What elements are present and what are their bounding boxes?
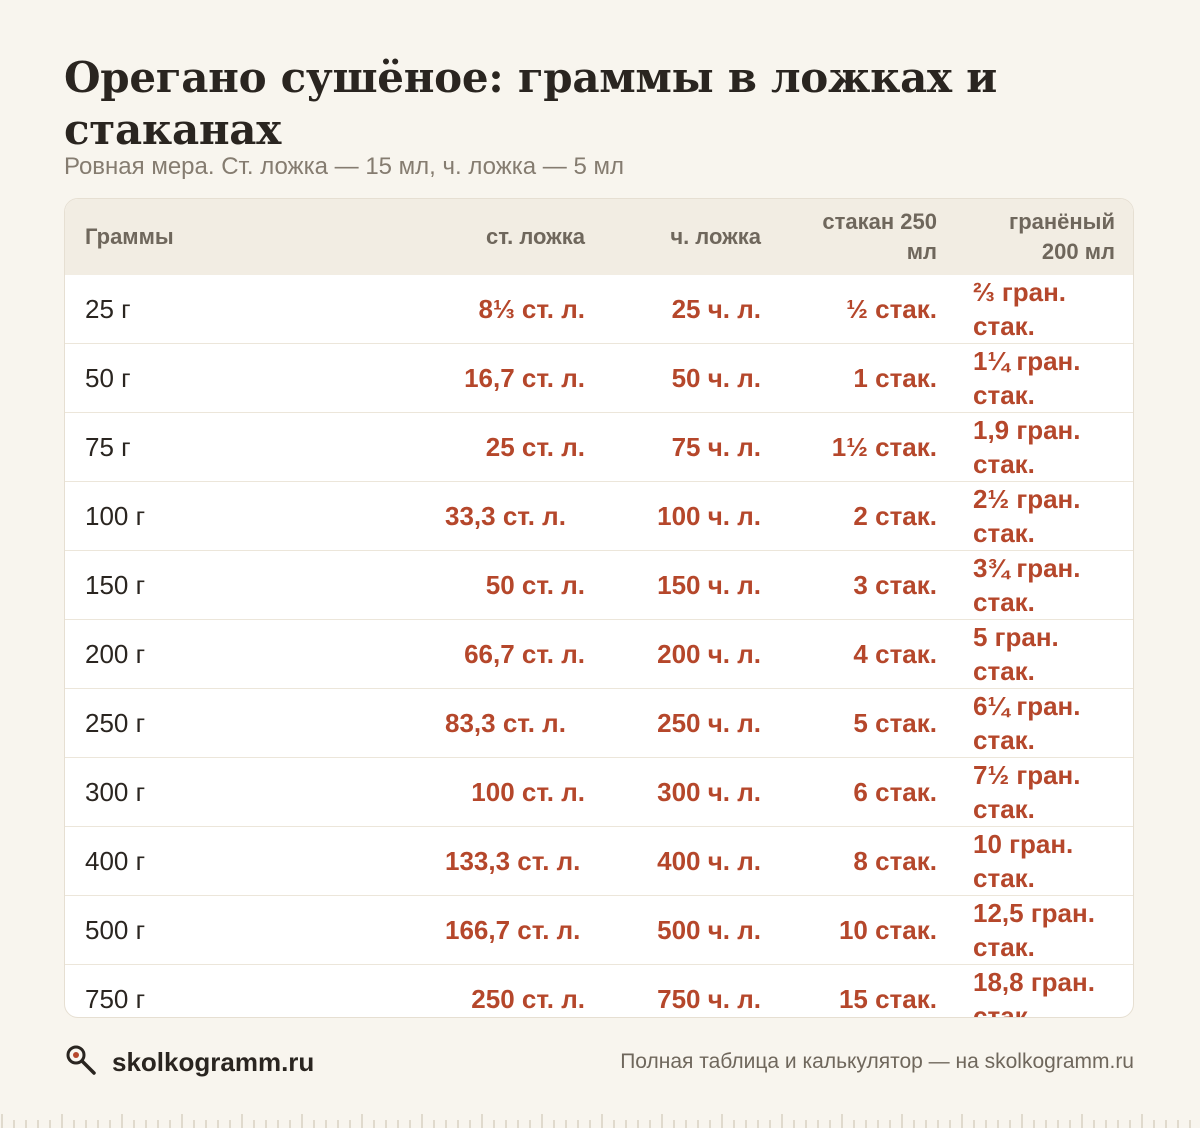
- header-tablespoon: ст. ложка: [486, 224, 585, 249]
- cup-250-cell: 15 стак.: [781, 964, 957, 1017]
- tablespoon-cell: 166,7 ст. л.: [425, 895, 605, 965]
- brand-name: skolkogramm.ru: [112, 1046, 315, 1077]
- table-row: 50 г 16,7 ст. л. 50 ч. л. 1 стак. 1¼ гран. с…: [65, 343, 1133, 413]
- cup-250-cell: 3 стак.: [781, 550, 957, 620]
- header-cup-250: стакан 250 мл: [822, 209, 937, 264]
- faceted-glass-cell: ⅔ гран. стак.: [973, 277, 1067, 341]
- table-row: 200 г 66,7 ст. л. 200 ч. л. 4 стак. 5 гран. …: [65, 619, 1133, 689]
- table-row: 100 г 33,3 ст. л. 100 ч. л. 2 стак. 2½ гран.…: [65, 481, 1133, 551]
- cup-250-cell: 2 стак.: [781, 481, 957, 551]
- table-row: 300 г 100 ст. л. 300 ч. л. 6 стак. 7½ гран. …: [65, 757, 1133, 827]
- tablespoon-cell: 83,3 ст. л.: [425, 688, 605, 758]
- grams-cell: 250 г: [65, 688, 425, 758]
- grams-cell: 150 г: [65, 550, 425, 620]
- teaspoon-cell: 750 ч. л.: [605, 964, 781, 1017]
- grams-cell: 75 г: [65, 412, 425, 482]
- teaspoon-cell: 150 ч. л.: [605, 550, 781, 620]
- cup-250-cell: 5 стак.: [781, 688, 957, 758]
- conversion-table: Граммы ст. ложка ч. ложка стакан 250 мл …: [65, 199, 1133, 1017]
- tablespoon-cell: 133,3 ст. л.: [425, 826, 605, 896]
- faceted-glass-cell: 12,5 гран. стак.: [957, 895, 1133, 965]
- ruler-decoration: [1, 1114, 1191, 1128]
- table-row: 150 г 50 ст. л. 150 ч. л. 3 стак. 3¾ гран. с…: [65, 550, 1133, 620]
- table-row: 400 г 133,3 ст. л. 400 ч. л. 8 стак. 10 гран…: [65, 826, 1133, 896]
- tablespoon-cell: 33,3 ст. л.: [425, 481, 605, 551]
- grams-cell: 200 г: [65, 619, 425, 689]
- grams-cell: 300 г: [65, 757, 425, 827]
- cup-250-cell: 10 стак.: [781, 895, 957, 965]
- table-body: 25 г 8⅓ ст. л. 25 ч. л. ½ стак. ⅔ гран. стак…: [65, 275, 1133, 1017]
- table-row: 500 г 166,7 ст. л. 500 ч. л. 10 стак. 12,5 г…: [65, 895, 1133, 965]
- faceted-glass-cell: 10 гран. стак.: [957, 826, 1133, 896]
- grams-cell: 500 г: [65, 895, 425, 965]
- header-faceted-glass-200: гранёный 200 мл: [1009, 209, 1115, 264]
- grams-cell: 100 г: [65, 481, 425, 551]
- cup-250-cell: ½ стак.: [846, 294, 937, 324]
- teaspoon-cell: 25 ч. л.: [671, 294, 761, 324]
- teaspoon-cell: 250 ч. л.: [605, 688, 781, 758]
- faceted-glass-cell: 7½ гран. стак.: [957, 757, 1133, 827]
- magnifier-icon: [64, 1043, 98, 1082]
- teaspoon-cell: 500 ч. л.: [605, 895, 781, 965]
- faceted-glass-cell: 2½ гран. стак.: [957, 481, 1133, 551]
- tablespoon-cell: 250 ст. л.: [425, 964, 605, 1017]
- page-title: Орегано сушёное: граммы в ложках и стака…: [64, 53, 997, 154]
- grams-cell: 25 г: [85, 293, 131, 324]
- faceted-glass-cell: 18,8 гран. стак.: [957, 964, 1133, 1017]
- grams-cell: 400 г: [65, 826, 425, 896]
- tablespoon-cell: 50 ст. л.: [425, 550, 605, 620]
- table-row: 250 г 83,3 ст. л. 250 ч. л. 5 стак. 6¼ гран.…: [65, 688, 1133, 758]
- header-grams: Граммы: [85, 224, 174, 249]
- tablespoon-cell: 66,7 ст. л.: [425, 619, 605, 689]
- footer-note: Полная таблица и калькулятор — на skolko…: [620, 1050, 1134, 1073]
- header-teaspoon: ч. ложка: [670, 224, 761, 249]
- teaspoon-cell: 50 ч. л.: [605, 343, 781, 413]
- tablespoon-cell: 100 ст. л.: [425, 757, 605, 827]
- table-row: 75 г 25 ст. л. 75 ч. л. 1½ стак. 1,9 гран. с…: [65, 412, 1133, 482]
- cup-250-cell: 1½ стак.: [781, 412, 957, 482]
- footer: skolkogramm.ru Полная таблица и калькуля…: [64, 1042, 1134, 1082]
- table-row: 25 г 8⅓ ст. л. 25 ч. л. ½ стак. ⅔ гран. стак…: [65, 275, 1133, 344]
- brand[interactable]: skolkogramm.ru: [64, 1043, 314, 1082]
- teaspoon-cell: 400 ч. л.: [605, 826, 781, 896]
- cup-250-cell: 1 стак.: [781, 343, 957, 413]
- grams-cell: 750 г: [65, 964, 425, 1017]
- tablespoon-cell: 16,7 ст. л.: [425, 343, 605, 413]
- teaspoon-cell: 100 ч. л.: [605, 481, 781, 551]
- faceted-glass-cell: 6¼ гран. стак.: [957, 688, 1133, 758]
- cup-250-cell: 6 стак.: [781, 757, 957, 827]
- conversion-table-card: Граммы ст. ложка ч. ложка стакан 250 мл …: [64, 198, 1134, 1018]
- page-subtitle: Ровная мера. Ст. ложка — 15 мл, ч. ложка…: [64, 153, 624, 180]
- teaspoon-cell: 300 ч. л.: [605, 757, 781, 827]
- cup-250-cell: 8 стак.: [781, 826, 957, 896]
- cup-250-cell: 4 стак.: [781, 619, 957, 689]
- grams-cell: 50 г: [65, 343, 425, 413]
- tablespoon-cell: 25 ст. л.: [425, 412, 605, 482]
- faceted-glass-cell: 3¾ гран. стак.: [957, 550, 1133, 620]
- teaspoon-cell: 75 ч. л.: [605, 412, 781, 482]
- faceted-glass-cell: 1¼ гран. стак.: [957, 343, 1133, 413]
- faceted-glass-cell: 1,9 гран. стак.: [957, 412, 1133, 482]
- table-row: 750 г 250 ст. л. 750 ч. л. 15 стак. 18,8 гра…: [65, 964, 1133, 1017]
- teaspoon-cell: 200 ч. л.: [605, 619, 781, 689]
- table-header-row: Граммы ст. ложка ч. ложка стакан 250 мл …: [65, 199, 1133, 275]
- faceted-glass-cell: 5 гран. стак.: [957, 619, 1133, 689]
- tablespoon-cell: 8⅓ ст. л.: [478, 294, 585, 324]
